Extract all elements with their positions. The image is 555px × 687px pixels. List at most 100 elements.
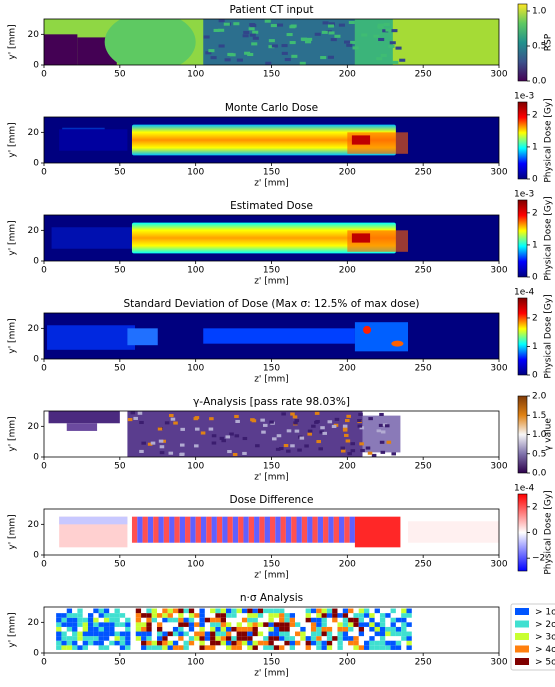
legend-swatch: [515, 658, 529, 665]
heatmap-region: [56, 622, 61, 627]
heatmap-region: [265, 20, 271, 23]
heatmap-region: [337, 645, 342, 650]
heatmap-region: [327, 609, 332, 614]
heatmap-region: [284, 636, 289, 641]
heatmap-region: [357, 419, 362, 422]
heatmap-region: [61, 622, 66, 627]
heatmap-region: [88, 636, 93, 641]
heatmap-region: [353, 641, 358, 646]
heatmap-region: [143, 517, 148, 543]
heatmap-region: [275, 517, 280, 543]
heatmap-region: [353, 618, 358, 623]
heatmap-region: [205, 645, 210, 650]
x-tick-label: 300: [490, 658, 507, 668]
chart-title: Standard Deviation of Dose (Max σ: 12.5%…: [123, 298, 419, 310]
heatmap-region: [237, 622, 242, 627]
x-tick-label: 150: [263, 658, 280, 668]
heatmap-region: [141, 613, 146, 618]
heatmap-region: [343, 609, 348, 614]
heatmap-region: [391, 29, 397, 32]
legend-label: > 1σ: [535, 608, 555, 618]
y-tick-label: 0: [33, 355, 39, 365]
heatmap-region: [136, 636, 141, 641]
heatmap-region: [328, 24, 334, 27]
heatmap-region: [311, 632, 316, 637]
heatmap-region: [343, 622, 348, 627]
colorbar-tick-label: 0: [532, 371, 538, 381]
heatmap-region: [152, 641, 157, 646]
heatmap-region: [194, 444, 199, 447]
heatmap-region: [199, 609, 204, 614]
heatmap-image: [44, 509, 499, 555]
heatmap-region: [242, 641, 247, 646]
heatmap-region: [380, 645, 385, 650]
heatmap-region: [290, 622, 295, 627]
y-tick-label: 20: [28, 128, 40, 138]
heatmap-region: [282, 44, 288, 47]
chart-title: Patient CT input: [230, 4, 314, 16]
y-axis-label: y' [mm]: [8, 220, 18, 255]
heatmap-region: [393, 19, 499, 65]
heatmap-region: [44, 34, 77, 65]
heatmap-region: [315, 33, 321, 36]
heatmap-region: [401, 636, 406, 641]
x-axis-label: z' [mm]: [254, 669, 289, 679]
heatmap-region: [146, 622, 151, 627]
heatmap-region: [406, 632, 411, 637]
heatmap-region: [306, 613, 311, 618]
x-tick-label: 300: [490, 560, 507, 570]
heatmap-region: [379, 413, 384, 416]
heatmap-region: [346, 415, 351, 418]
x-tick-label: 0: [41, 364, 47, 374]
heatmap-region: [265, 62, 271, 65]
heatmap-region: [226, 622, 231, 627]
heatmap-region: [162, 641, 167, 646]
heatmap-region: [184, 609, 189, 614]
heatmap-region: [204, 35, 210, 38]
heatmap-region: [99, 609, 104, 614]
heatmap-region: [220, 437, 225, 440]
heatmap-region: [233, 453, 238, 456]
x-tick-label: 100: [187, 266, 204, 276]
y-tick-label: 0: [33, 257, 39, 267]
heatmap-region: [99, 613, 104, 618]
heatmap-region: [247, 632, 252, 637]
heatmap-region: [127, 411, 362, 457]
heatmap-region: [344, 517, 349, 543]
heatmap-region: [141, 622, 146, 627]
heatmap-region: [378, 26, 384, 29]
heatmap-region: [56, 645, 61, 650]
heatmap-region: [224, 23, 230, 26]
heatmap-region: [209, 428, 214, 431]
heatmap-region: [358, 425, 363, 428]
heatmap-region: [391, 645, 396, 650]
chart-title: Monte Carlo Dose: [225, 102, 318, 114]
heatmap-region: [77, 618, 82, 623]
y-tick-label: 20: [28, 226, 40, 236]
heatmap-region: [369, 636, 374, 641]
x-tick-label: 150: [263, 364, 280, 374]
heatmap-region: [237, 609, 242, 614]
heatmap-region: [136, 632, 141, 637]
heatmap-region: [93, 632, 98, 637]
heatmap-region: [83, 636, 88, 641]
heatmap-region: [173, 618, 178, 623]
colorbar-offset: 1e-3: [514, 92, 534, 102]
heatmap-region: [385, 29, 391, 32]
heatmap-region: [178, 627, 183, 632]
heatmap-region: [263, 424, 268, 427]
heatmap-region: [77, 613, 82, 618]
heatmap-region: [168, 618, 173, 623]
heatmap-region: [286, 450, 291, 453]
heatmap-region: [125, 627, 130, 632]
heatmap-region: [72, 627, 77, 632]
chart-title: γ-Analysis [pass rate 98.03%]: [193, 396, 350, 408]
heatmap-region: [253, 641, 258, 646]
heatmap-region: [247, 613, 252, 618]
heatmap-region: [136, 622, 141, 627]
x-tick-label: 50: [114, 168, 126, 178]
heatmap-region: [77, 636, 82, 641]
heatmap-image: [44, 12, 499, 72]
heatmap-region: [391, 622, 396, 627]
heatmap-region: [93, 641, 98, 646]
